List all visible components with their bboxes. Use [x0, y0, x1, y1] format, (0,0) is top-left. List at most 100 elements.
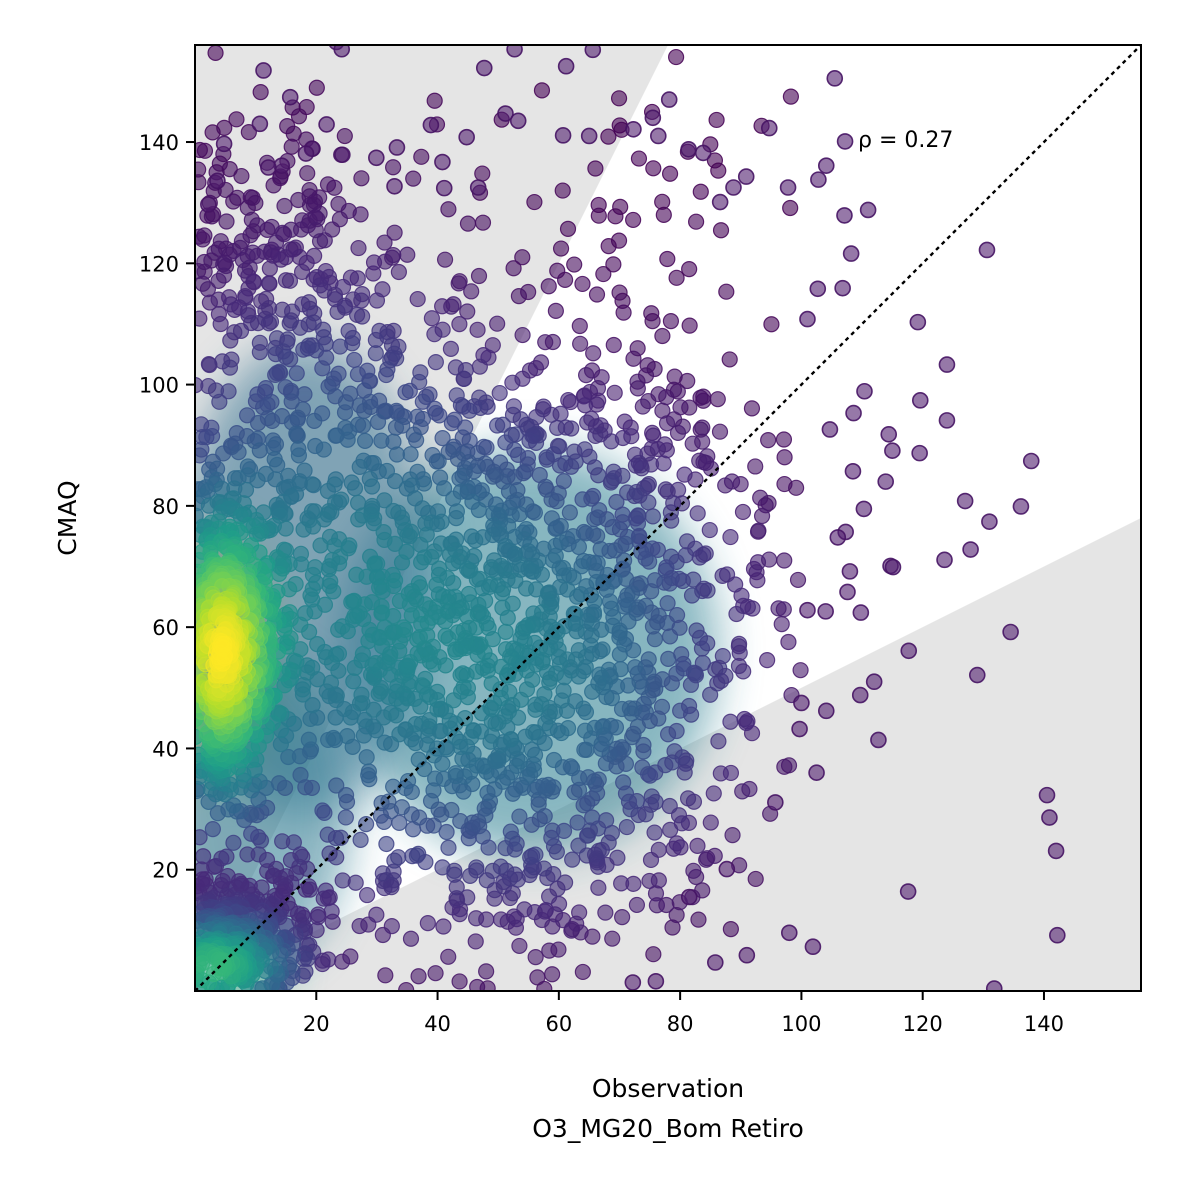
scatter-point — [711, 423, 729, 440]
scatter-point — [445, 555, 462, 572]
scatter-point — [730, 657, 748, 675]
scatter-point — [650, 841, 667, 858]
scatter-point — [417, 670, 434, 687]
scatter-point — [367, 345, 384, 362]
scatter-point — [471, 358, 488, 375]
scatter-point — [619, 484, 636, 501]
scatter-point — [352, 831, 369, 848]
scatter-point — [239, 846, 256, 863]
scatter-point — [334, 146, 351, 164]
scatter-point — [230, 444, 247, 461]
scatter-point — [195, 829, 208, 846]
scatter-point — [225, 797, 242, 814]
scatter-point — [549, 419, 566, 436]
scatter-point — [541, 942, 558, 959]
scatter-point — [791, 720, 808, 738]
scatter-point — [502, 823, 519, 840]
scatter-point — [752, 489, 769, 506]
scatter-point — [1012, 498, 1030, 515]
scatter-point — [737, 168, 755, 185]
scatter-point — [626, 659, 644, 676]
scatter-point — [540, 278, 557, 295]
scatter-point — [421, 711, 438, 729]
scatter-point — [272, 736, 289, 753]
scatter-point — [373, 432, 390, 449]
scatter-point — [292, 766, 309, 784]
scatter-point — [586, 510, 603, 528]
y-tick-label: 120 — [139, 252, 179, 276]
scatter-point — [611, 646, 628, 663]
scatter-point — [281, 272, 299, 289]
scatter-point — [467, 910, 485, 927]
scatter-point — [195, 955, 211, 972]
scatter-point — [271, 364, 289, 382]
scatter-point — [817, 702, 835, 720]
scatter-point — [467, 532, 484, 549]
scatter-point — [659, 250, 676, 268]
scatter-point — [1002, 623, 1019, 641]
scatter-point — [492, 858, 509, 875]
scatter-point — [604, 930, 621, 947]
scatter-point — [221, 359, 239, 376]
y-tick-label: 100 — [139, 374, 179, 398]
scatter-point — [240, 123, 257, 141]
scatter-point — [518, 580, 535, 597]
scatter-point — [545, 751, 563, 769]
scatter-point — [195, 310, 208, 327]
scatter-point — [469, 321, 486, 338]
scatter-point — [353, 686, 370, 703]
scatter-point — [668, 269, 685, 286]
scatter-point — [625, 211, 642, 229]
scatter-point — [282, 351, 299, 368]
scatter-point — [627, 457, 644, 474]
scatter-point — [216, 119, 233, 136]
scatter-point — [210, 272, 227, 290]
scatter-point — [743, 400, 761, 417]
scatter-point — [585, 345, 602, 362]
scatter-point — [576, 397, 594, 414]
scatter-point — [839, 583, 856, 601]
scatter-point — [260, 159, 277, 176]
scatter-point — [399, 772, 417, 790]
scatter-point — [747, 870, 764, 888]
scatter-point — [584, 683, 601, 700]
scatter-point — [434, 429, 451, 447]
scatter-point — [461, 402, 478, 419]
scatter-point — [376, 234, 393, 251]
scatter-point — [547, 520, 564, 537]
scatter-point — [544, 822, 561, 839]
scatter-point — [399, 246, 416, 263]
scatter-point — [870, 731, 887, 749]
scatter-point — [312, 537, 329, 554]
scatter-point — [834, 279, 851, 297]
scatter-point — [436, 251, 454, 268]
scatter-point — [260, 315, 278, 332]
scatter-point — [423, 310, 440, 327]
scatter-point — [283, 393, 300, 410]
scatter-point — [899, 883, 917, 900]
scatter-point — [414, 393, 431, 410]
scatter-point — [821, 421, 839, 438]
scatter-point — [574, 963, 591, 981]
scatter-point — [438, 823, 455, 841]
scatter-point — [658, 415, 676, 432]
scatter-point — [793, 694, 810, 712]
scatter-point — [497, 623, 514, 640]
scatter-point — [962, 541, 979, 558]
scatter-point — [459, 215, 477, 232]
scatter-point — [590, 879, 607, 896]
scatter-point — [325, 583, 342, 600]
y-tick-label: 40 — [152, 737, 179, 761]
scatter-point — [708, 111, 725, 129]
scatter-point — [393, 799, 411, 816]
scatter-point — [702, 686, 719, 703]
scatter-point — [569, 814, 586, 831]
scatter-point — [956, 492, 974, 510]
scatter-point — [239, 407, 256, 424]
scatter-point — [413, 616, 430, 633]
scatter-point — [440, 201, 457, 218]
scatter-point — [359, 886, 376, 904]
scatter-point — [547, 302, 564, 319]
scatter-point — [602, 474, 620, 491]
scatter-point — [688, 622, 705, 639]
